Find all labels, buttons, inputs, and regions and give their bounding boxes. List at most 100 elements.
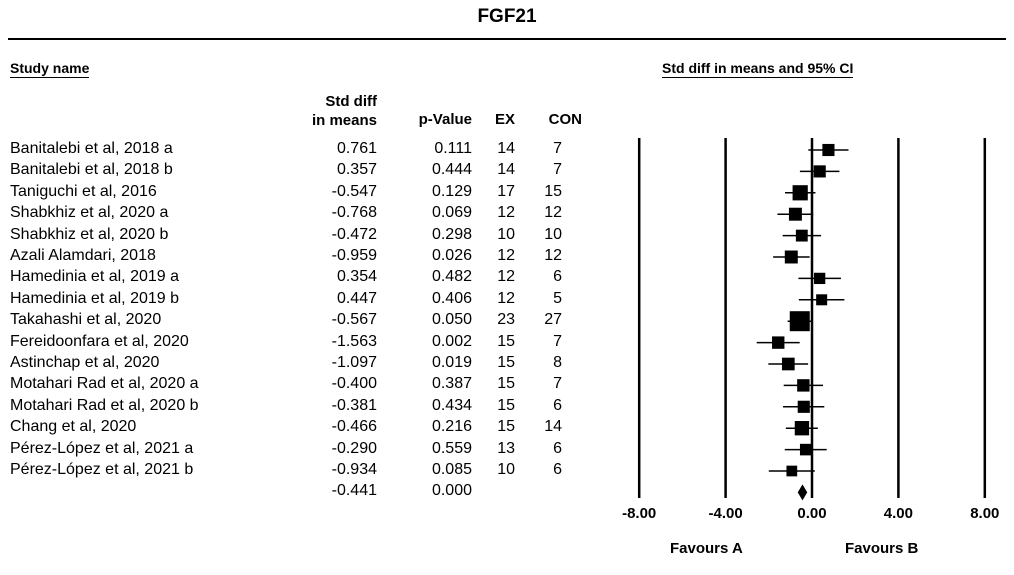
ex-count: 12 bbox=[497, 289, 515, 307]
con-count: 12 bbox=[544, 247, 562, 264]
ex-count: 10 bbox=[497, 225, 515, 243]
study-name: Banitalebi et al, 2018 b bbox=[10, 161, 173, 179]
study-name-header-text: Study name bbox=[10, 60, 90, 78]
con-count: 7 bbox=[553, 375, 562, 393]
summary-std-diff: -0.441 bbox=[331, 482, 377, 500]
ex-count: 14 bbox=[497, 161, 515, 179]
effect-square bbox=[799, 443, 812, 456]
con-count: 6 bbox=[553, 396, 562, 414]
study-name: Motahari Rad et al, 2020 b bbox=[10, 396, 199, 414]
ex-header: EX bbox=[494, 111, 515, 128]
favours-a-label: Favours A bbox=[670, 540, 743, 557]
con-count: 15 bbox=[544, 182, 562, 200]
p-value: 0.387 bbox=[431, 375, 472, 393]
effect-square bbox=[797, 379, 810, 392]
ex-count: 15 bbox=[497, 418, 515, 436]
con-count: 5 bbox=[553, 289, 562, 307]
con-count: 6 bbox=[553, 461, 562, 478]
p-value: 0.050 bbox=[431, 311, 472, 329]
std-diff-value: 0.447 bbox=[336, 289, 377, 307]
study-name: Motahari Rad et al, 2020 a bbox=[10, 375, 199, 393]
p-value: 0.406 bbox=[431, 289, 472, 307]
effect-square bbox=[781, 357, 795, 371]
study-name: Banitalebi et al, 2018 a bbox=[10, 140, 173, 157]
std-diff-value: -0.567 bbox=[331, 311, 377, 329]
std-diff-header-line1: Std diff bbox=[325, 93, 377, 110]
ex-count: 15 bbox=[497, 332, 515, 350]
ex-count: 17 bbox=[497, 182, 515, 200]
study-name: Takahashi et al, 2020 bbox=[10, 311, 162, 329]
study-name: Shabkhiz et al, 2020 a bbox=[10, 204, 169, 222]
std-diff-value: -0.472 bbox=[331, 225, 377, 243]
study-name: Hamedinia et al, 2019 a bbox=[10, 268, 179, 286]
ex-count: 10 bbox=[497, 461, 515, 478]
std-diff-value: -0.400 bbox=[331, 375, 377, 393]
study-name: Shabkhiz et al, 2020 b bbox=[10, 225, 169, 243]
std-diff-value: -0.959 bbox=[331, 247, 377, 264]
x-tick-label: -4.00 bbox=[708, 505, 743, 522]
con-count: 8 bbox=[553, 354, 562, 371]
p-value: 0.434 bbox=[431, 396, 472, 414]
std-diff-value: -0.768 bbox=[331, 204, 377, 222]
p-value: 0.216 bbox=[431, 418, 472, 436]
title-divider bbox=[8, 38, 1006, 40]
std-diff-value: 0.354 bbox=[336, 268, 377, 286]
effect-square bbox=[794, 421, 810, 436]
summary-diamond bbox=[797, 484, 808, 501]
study-name: Fereidoonfara et al, 2020 bbox=[10, 332, 189, 350]
x-tick-label: -8.00 bbox=[622, 505, 657, 522]
ex-count: 12 bbox=[497, 247, 515, 264]
con-count: 7 bbox=[553, 332, 562, 350]
std-diff-value: 0.357 bbox=[336, 161, 377, 179]
study-name: Hamedinia et al, 2019 b bbox=[10, 289, 179, 307]
x-tick-label: 0.00 bbox=[797, 505, 827, 522]
p-value: 0.129 bbox=[431, 182, 472, 200]
effect-square bbox=[816, 294, 828, 306]
study-name: Chang et al, 2020 bbox=[10, 418, 137, 436]
p-value: 0.085 bbox=[431, 461, 472, 478]
p-value: 0.559 bbox=[431, 439, 472, 457]
study-name: Taniguchi et al, 2016 bbox=[10, 182, 157, 200]
std-diff-value: -0.934 bbox=[331, 461, 377, 478]
std-diff-header-line2: in means bbox=[311, 112, 377, 129]
con-count: 14 bbox=[544, 418, 562, 436]
ex-count: 15 bbox=[497, 375, 515, 393]
con-header: CON bbox=[548, 111, 582, 128]
std-diff-value: -1.563 bbox=[331, 332, 377, 350]
favours-b-label: Favours B bbox=[845, 540, 919, 557]
ex-count: 12 bbox=[497, 268, 515, 286]
summary-p-value: 0.000 bbox=[431, 482, 472, 500]
x-tick-label: 8.00 bbox=[970, 505, 1000, 522]
p-value: 0.482 bbox=[431, 268, 472, 286]
ci-header: Std diff in means and 95% CI bbox=[662, 60, 854, 78]
ex-count: 12 bbox=[497, 204, 515, 222]
p-value: 0.019 bbox=[431, 354, 472, 371]
study-name: Pérez-López et al, 2021 a bbox=[10, 439, 194, 457]
con-count: 10 bbox=[544, 225, 562, 243]
study-name: Pérez-López et al, 2021 b bbox=[10, 461, 194, 478]
x-tick-label: 4.00 bbox=[883, 505, 913, 522]
study-name-header: Study name bbox=[10, 60, 90, 78]
ex-count: 14 bbox=[497, 140, 515, 157]
p-value: 0.069 bbox=[431, 204, 472, 222]
ex-count: 15 bbox=[497, 396, 515, 414]
effect-square bbox=[784, 250, 798, 264]
effect-square bbox=[772, 336, 785, 349]
study-name: Azali Alamdari, 2018 bbox=[10, 247, 156, 264]
con-count: 7 bbox=[553, 161, 562, 179]
p-value: 0.026 bbox=[431, 247, 472, 264]
std-diff-value: -1.097 bbox=[331, 354, 377, 371]
con-count: 27 bbox=[544, 311, 562, 329]
ci-header-text: Std diff in means and 95% CI bbox=[662, 60, 854, 78]
effect-square bbox=[788, 207, 802, 221]
p-value: 0.002 bbox=[431, 332, 472, 350]
effect-square bbox=[795, 229, 808, 242]
con-count: 7 bbox=[553, 140, 562, 157]
std-diff-value: 0.761 bbox=[336, 140, 377, 157]
ex-count: 15 bbox=[497, 354, 515, 371]
ex-count: 23 bbox=[497, 311, 515, 329]
study-name: Astinchap et al, 2020 bbox=[10, 354, 160, 371]
effect-square bbox=[797, 400, 810, 413]
std-diff-header: Std diff in means bbox=[312, 92, 377, 130]
